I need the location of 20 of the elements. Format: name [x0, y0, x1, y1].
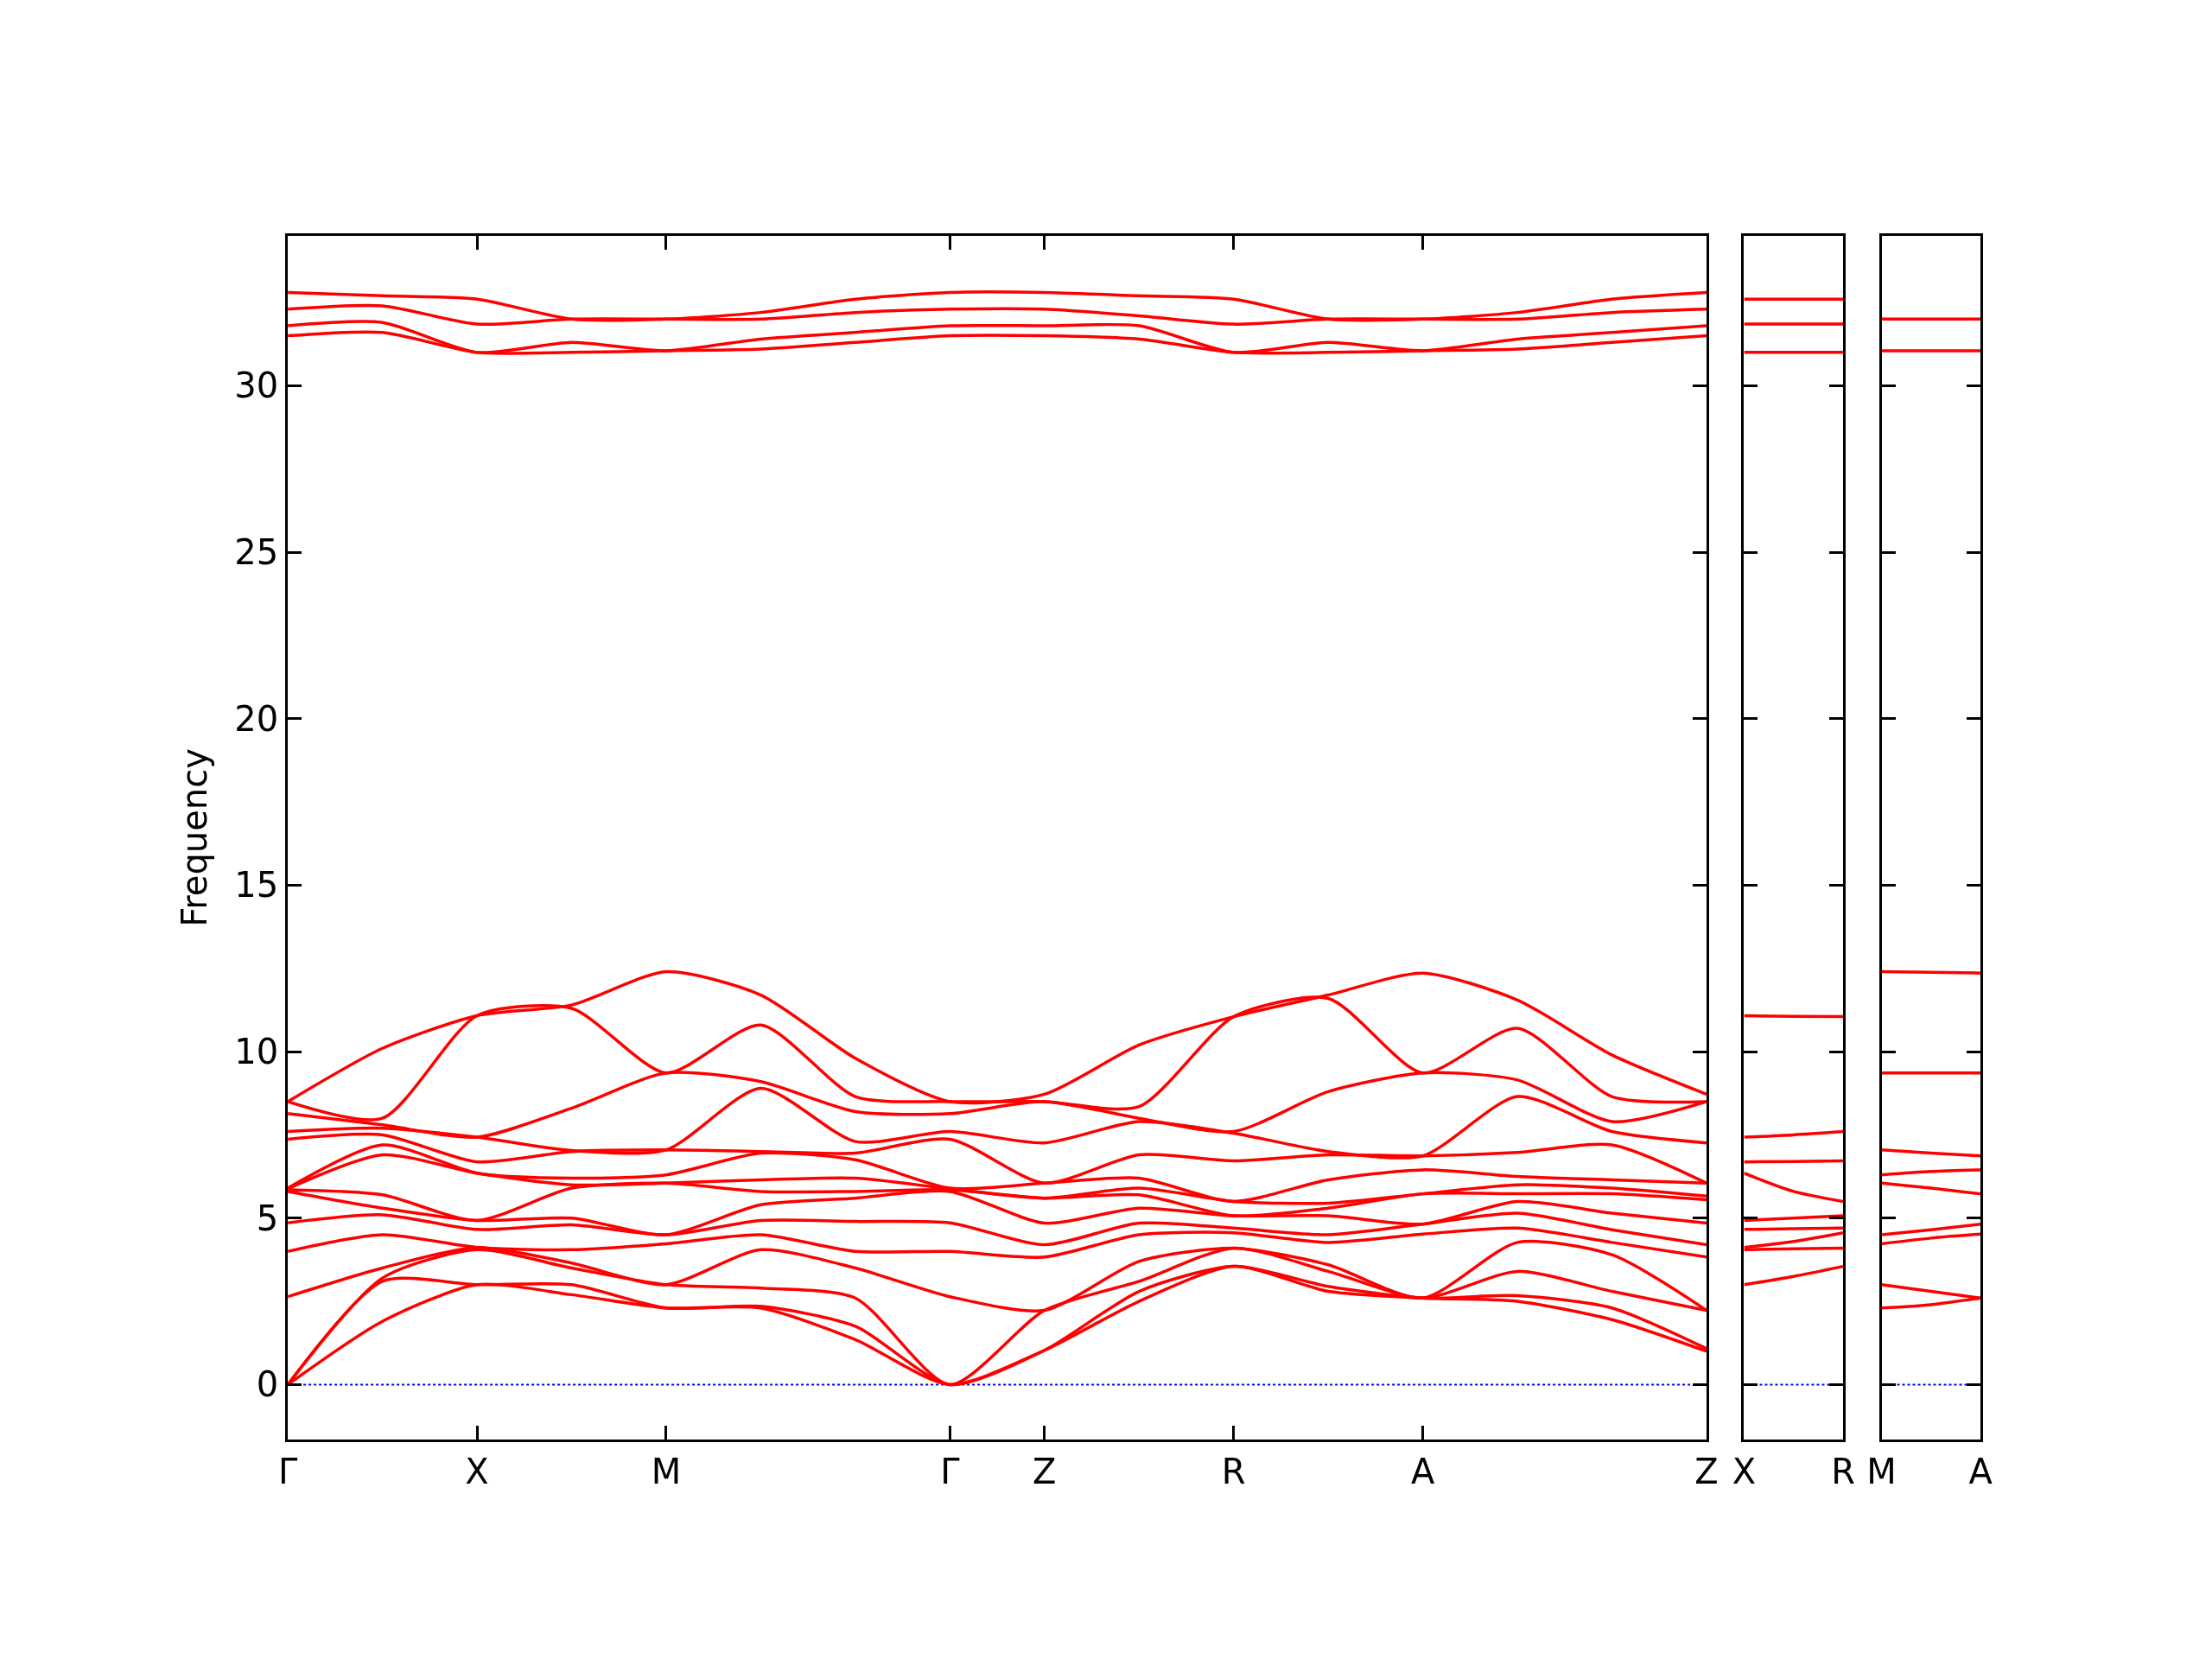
- x-tick-label: Γ: [940, 1452, 961, 1491]
- y-tick-label: 10: [234, 1032, 279, 1072]
- x-tick-label: A: [1968, 1452, 1993, 1491]
- y-tick-label: 15: [234, 865, 279, 906]
- y-axis-title: Frequency: [174, 748, 214, 927]
- x-tick-label: M: [1866, 1452, 1897, 1491]
- x-tick-label: M: [651, 1452, 682, 1491]
- x-tick-label: X: [1732, 1452, 1757, 1491]
- x-tick-label: R: [1831, 1452, 1855, 1491]
- y-tick-label: 20: [234, 698, 279, 739]
- x-tick-label: Γ: [277, 1452, 298, 1491]
- y-tick-label: 0: [256, 1364, 279, 1405]
- x-tick-label: Z: [1694, 1452, 1719, 1491]
- y-tick-label: 30: [234, 365, 279, 406]
- y-tick-label: 25: [234, 532, 279, 573]
- y-tick-label: 5: [256, 1198, 279, 1238]
- x-tick-label: R: [1221, 1452, 1246, 1491]
- x-tick-label: A: [1410, 1452, 1435, 1491]
- x-tick-label: Z: [1033, 1452, 1057, 1491]
- x-tick-label: X: [465, 1452, 489, 1491]
